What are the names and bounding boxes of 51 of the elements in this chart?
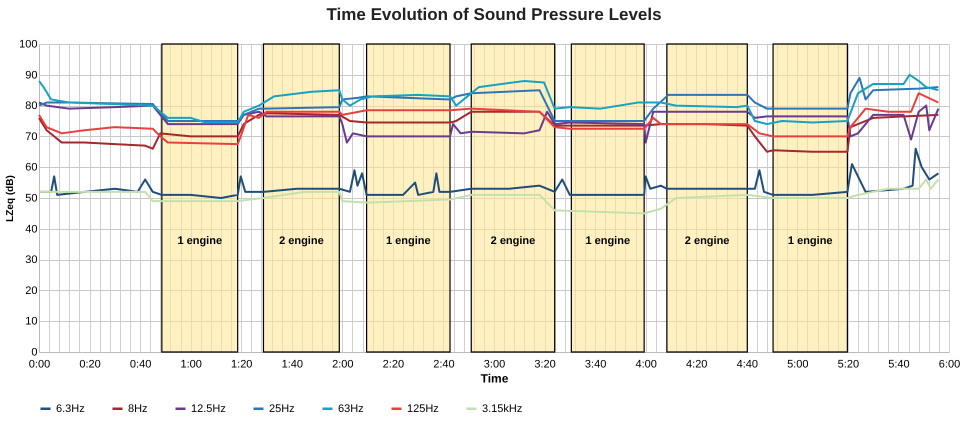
y-tick-label: 80: [25, 100, 38, 112]
legend-label: 3.15kHz: [482, 402, 522, 415]
y-tick-label: 90: [25, 69, 38, 82]
band-label: 1 engine: [177, 235, 222, 248]
x-tick-label: 3:00: [484, 358, 506, 370]
x-tick-label: 4:40: [736, 358, 758, 370]
x-tick-label: 2:20: [382, 358, 404, 370]
x-tick-label: 2:00: [332, 358, 354, 370]
x-tick-label: 3:20: [534, 358, 556, 370]
x-tick-label: 0:40: [130, 358, 152, 370]
legend-label: 25Hz: [269, 402, 295, 415]
y-tick-label: 50: [25, 192, 38, 204]
line-series: [38, 110, 940, 153]
line-series: [38, 178, 940, 214]
legend-label: 63Hz: [338, 402, 364, 415]
x-tick-label: 5:40: [888, 358, 910, 370]
line-series: [38, 92, 940, 146]
band-label: 2 engine: [684, 235, 730, 248]
legend-label: 8Hz: [128, 402, 148, 415]
y-tick-label: 20: [25, 284, 38, 297]
x-tick-label: 1:40: [282, 358, 303, 370]
x-tick-label: 0:00: [28, 358, 50, 370]
line-series: [38, 102, 940, 144]
band-label: 1 engine: [585, 235, 630, 248]
x-tick-label: 5:00: [787, 358, 809, 370]
x-tick-label: 3:40: [584, 358, 606, 370]
y-tick-label: 40: [25, 223, 38, 236]
legend-label: 12.5Hz: [191, 402, 226, 415]
band-label: 1 engine: [788, 235, 833, 248]
chart-title: Time Evolution of Sound Pressure Levels: [326, 5, 662, 24]
y-tick-label: 10: [25, 316, 38, 328]
y-tick-label: 30: [25, 254, 38, 266]
band-label: 1 engine: [386, 235, 431, 248]
y-tick-label: 70: [25, 130, 38, 143]
x-tick-label: 4:20: [686, 358, 708, 370]
y-tick-label: 0: [31, 346, 38, 358]
legend-label: 125Hz: [407, 402, 439, 415]
band-label: 2 engine: [279, 235, 324, 248]
x-tick-label: 1:00: [180, 358, 202, 370]
y-tick-label: 100: [19, 38, 38, 50]
x-tick-label: 0:20: [79, 358, 101, 370]
x-tick-label: 6:00: [938, 358, 960, 370]
x-axis-title: Time: [480, 372, 509, 386]
band-label: 2 engine: [490, 235, 536, 248]
x-tick-label: 2:40: [433, 358, 455, 370]
x-tick-label: 1:20: [231, 358, 252, 370]
x-tick-label: 4:00: [635, 358, 657, 370]
legend-label: 6.3Hz: [56, 402, 85, 415]
y-tick-label: 60: [25, 162, 38, 174]
y-axis-title: LZeq (dB): [5, 175, 16, 222]
x-tick-label: 5:20: [838, 358, 860, 370]
